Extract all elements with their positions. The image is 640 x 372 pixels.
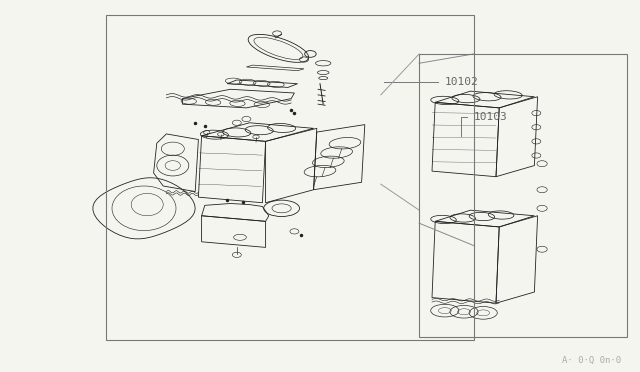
Text: 10103: 10103 [474,112,508,122]
Text: 10102: 10102 [445,77,479,87]
Text: A· 0·Q 0n·0: A· 0·Q 0n·0 [562,356,621,365]
Bar [419,54,627,337]
Bar [106,15,474,340]
